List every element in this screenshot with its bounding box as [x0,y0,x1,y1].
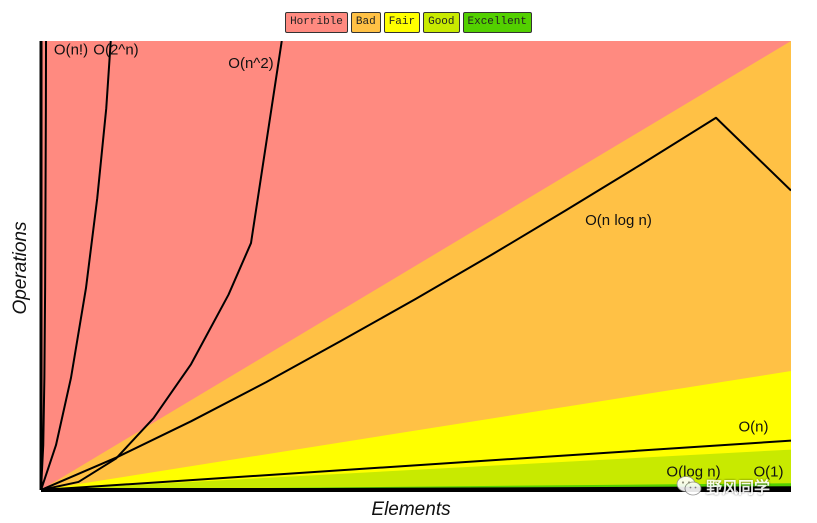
legend-item-excellent: Excellent [462,12,532,33]
legend-item-good: Good [423,12,460,33]
legend-item-fair: Fair [383,12,421,33]
curve-o-n-log-n [41,116,791,490]
watermark: 野风同学 [676,474,770,498]
wechat-icon [676,476,702,496]
label-o-n-2: O(n^2) [228,55,273,72]
curve-o-n [41,439,791,490]
label-o-log-n: O(log n) [666,464,720,481]
label-o-1: O(1) [754,464,784,481]
curve-o-2-n [41,41,112,490]
curve-o-n-2 [41,41,283,490]
x-axis-label: Elements [371,499,451,520]
y-axis-label: Operations [10,221,31,314]
region-bad [41,41,791,490]
label-o-n-log-n: O(n log n) [585,212,652,229]
label-o-2-n: O(2^n) [93,41,138,58]
region-good [41,449,791,490]
watermark-text: 野风同学 [706,478,771,497]
curve-o-n [41,41,48,490]
label-o-n: O(n!) [54,41,88,58]
legend-item-bad: Bad [350,12,381,33]
legend-item-horrible: Horrible [285,12,348,33]
chart-legend: Horrible Bad Fair Good Excellent [0,12,817,33]
label-o-n: O(n) [739,419,769,436]
